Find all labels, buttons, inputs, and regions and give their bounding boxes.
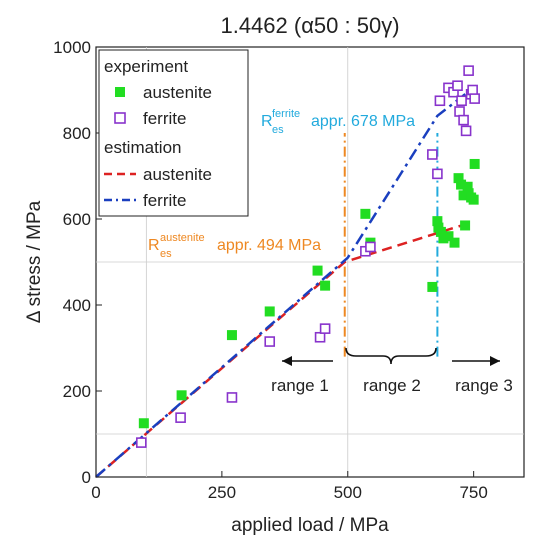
point-ferrite [434, 95, 446, 107]
point-ferrite [175, 412, 186, 423]
point-austenite [458, 190, 469, 201]
ferrite-annotation: R ferrite es appr. 678 MPa [261, 108, 415, 136]
point-austenite [432, 216, 443, 227]
point-ferrite [460, 125, 472, 137]
x-tick-label: 750 [459, 483, 487, 502]
data-markers [136, 65, 480, 448]
point-ferrite [463, 65, 474, 76]
point-austenite [468, 194, 479, 205]
legend-group-experiment: experiment [104, 57, 188, 76]
y-axis-label: Δ stress / MPa [24, 200, 45, 323]
point-ferrite [452, 80, 463, 91]
chart-title: 1.4462 (α50 : 50γ) [220, 13, 399, 38]
ferrite-annotation-subscript: es [272, 124, 284, 136]
point-austenite [460, 220, 471, 231]
legend-label-ferrite-experiment: ferrite [143, 109, 186, 128]
point-austenite [456, 179, 467, 190]
point-ferrite [226, 392, 238, 403]
y-tick-label: 200 [63, 382, 91, 401]
estimation-line-austenite [95, 222, 469, 478]
x-tick-label: 250 [208, 483, 236, 502]
x-ticks: 0 250 500 750 [91, 471, 488, 502]
point-austenite [462, 181, 473, 192]
range2-brace [345, 347, 437, 365]
range2-label: range 2 [363, 376, 421, 395]
legend-marker-austenite-experiment [115, 87, 125, 97]
legend-box [98, 49, 249, 217]
point-ferrite [432, 168, 443, 180]
y-tick-label: 800 [63, 124, 91, 143]
point-austenite [449, 237, 460, 248]
point-ferrite [427, 149, 438, 160]
point-austenite [312, 265, 323, 276]
austenite-annotation-superscript: austenite [160, 232, 205, 244]
point-ferrite [264, 336, 276, 347]
vertical-lines [343, 133, 439, 357]
point-austenite [226, 330, 237, 341]
y-tick-label: 400 [63, 296, 91, 315]
point-austenite [176, 390, 187, 401]
ferrite-annotation-symbol: R [261, 113, 273, 130]
y-tick-label: 0 [82, 468, 91, 487]
point-ferrite [454, 106, 465, 117]
legend-label-austenite-experiment: austenite [143, 83, 212, 102]
point-austenite [138, 418, 149, 429]
austenite-annotation-symbol: R [148, 237, 160, 254]
austenite-annotation: R austenite es appr. 494 MPa [148, 232, 321, 260]
point-austenite [427, 281, 438, 292]
grid [96, 47, 524, 477]
point-austenite [469, 158, 480, 169]
point-austenite [435, 226, 446, 237]
point-austenite [453, 173, 464, 184]
legend-group-estimation: estimation [104, 138, 181, 157]
legend: experiment austenite ferrite estimation … [98, 49, 249, 217]
y-tick-label: 600 [63, 210, 91, 229]
x-tick-label: 500 [334, 483, 362, 502]
range3-label: range 3 [455, 376, 513, 395]
legend-label-austenite-estimation: austenite [143, 165, 212, 184]
point-ferrite [365, 241, 376, 253]
point-ferrite [469, 93, 480, 104]
point-austenite [360, 208, 371, 219]
ferrite-annotation-superscript: ferrite [272, 108, 300, 120]
y-ticks: 0 200 400 600 800 1000 [53, 38, 102, 487]
range1-label: range 1 [271, 376, 329, 395]
point-austenite [438, 233, 449, 244]
point-austenite [320, 280, 331, 291]
x-axis-label: applied load / MPa [231, 515, 389, 536]
range1-arrow-head [282, 356, 292, 366]
x-tick-label: 0 [91, 483, 100, 502]
point-austenite [264, 306, 275, 317]
point-ferrite [456, 95, 467, 107]
point-ferrite [319, 323, 331, 334]
legend-marker-ferrite-experiment [114, 112, 126, 124]
range-indicators [282, 347, 500, 366]
point-ferrite [136, 437, 147, 448]
point-ferrite [314, 331, 326, 343]
point-ferrite [458, 114, 469, 126]
ferrite-annotation-text: appr. 678 MPa [311, 113, 415, 130]
legend-label-ferrite-estimation: ferrite [143, 191, 186, 210]
y-tick-label: 1000 [53, 38, 91, 57]
point-ferrite [467, 84, 478, 96]
austenite-annotation-text: appr. 494 MPa [217, 237, 321, 254]
point-austenite [443, 231, 454, 242]
austenite-annotation-subscript: es [160, 248, 172, 260]
range3-arrow-head [490, 356, 500, 366]
